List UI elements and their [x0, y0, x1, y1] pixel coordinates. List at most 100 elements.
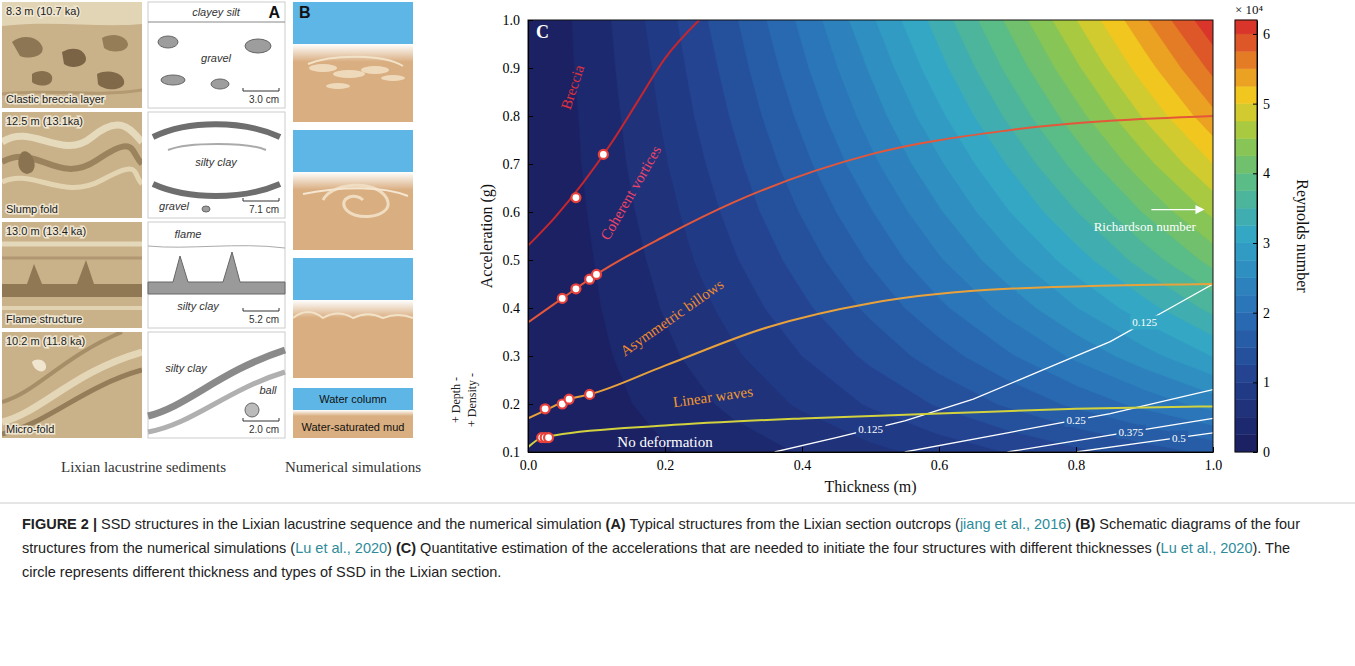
tick-mark	[1253, 34, 1257, 35]
label-patch	[1170, 431, 1188, 445]
sketch-shape	[148, 252, 285, 294]
interface	[293, 44, 413, 62]
tick-label: 1.0	[1205, 458, 1223, 473]
colorbar-band	[1235, 435, 1257, 452]
photo-texture	[2, 125, 142, 146]
colorbar-band	[1235, 347, 1257, 364]
sketch-shape	[245, 39, 271, 53]
tick-label: 0.8	[503, 109, 521, 124]
tick: 5	[1253, 97, 1270, 112]
tick-label: 0.1	[503, 445, 521, 460]
reynolds-band	[1101, 20, 1213, 164]
tick: 4	[1253, 166, 1270, 181]
tick: 0.4	[503, 301, 534, 316]
region-label: Linear waves	[672, 383, 754, 410]
tick-mark	[528, 20, 533, 21]
colorbar-band	[1235, 330, 1257, 347]
sketch-shape	[148, 21, 285, 22]
tick-label: 6	[1263, 27, 1270, 42]
scale-label: 2.0 cm	[249, 424, 279, 435]
tick-label: 0	[1263, 445, 1270, 460]
photo: 10.2 m (11.8 ka)Micro-fold	[2, 332, 142, 438]
tick: 0.6	[931, 447, 949, 473]
photo-texture	[2, 242, 142, 247]
axis-line	[1257, 21, 1258, 453]
reynolds-band	[795, 20, 1213, 426]
sketch-shape	[148, 246, 285, 248]
photo-texture	[62, 49, 86, 67]
caption-run: Lu et al., 2020	[1161, 540, 1253, 556]
region-label: Asymmetric billows	[617, 276, 726, 359]
sketch-shape	[245, 403, 259, 417]
photo: 12.5 m (13.1ka)Slump fold	[2, 112, 142, 218]
reynolds-band	[708, 20, 1213, 452]
plot-area	[528, 20, 1213, 452]
caption-run: (C)	[396, 540, 416, 556]
reynolds-band	[738, 20, 1213, 452]
tick: 1.0	[1205, 447, 1223, 473]
colorbar-band	[1235, 173, 1257, 190]
caption-run: SSD structures in the Lixian lacustrine …	[101, 516, 606, 532]
sketch: clayey siltgravel3.0 cm	[148, 2, 285, 108]
sketch-label: ball	[259, 384, 277, 396]
reynolds-band	[611, 20, 1213, 452]
reynolds-band	[645, 20, 1213, 452]
sketch-label: gravel	[159, 200, 190, 212]
sketch-label: silty clay	[165, 362, 208, 374]
caption-run: (B)	[1075, 516, 1095, 532]
colorbar-band	[1235, 20, 1257, 34]
axis: 0.10.20.30.40.50.60.70.80.91.0	[503, 13, 534, 460]
tick-mark	[528, 116, 533, 117]
tick-label: 0.0	[520, 458, 538, 473]
tick-mark	[665, 447, 666, 452]
sketch-shape	[158, 36, 178, 48]
sim-shape	[333, 70, 365, 78]
divider	[0, 503, 1355, 504]
colorbar-multiplier: × 10⁴	[1235, 2, 1264, 17]
colorbar-band	[1235, 243, 1257, 260]
side-label: + Density -	[465, 373, 479, 427]
panel-letter: B	[299, 4, 311, 21]
sim-shape	[326, 83, 350, 89]
colorbar-band	[1235, 278, 1257, 295]
tick-label: 0.8	[1068, 458, 1086, 473]
photo-texture	[2, 260, 142, 297]
colorbar-band	[1235, 156, 1257, 173]
reynolds-band	[1028, 20, 1213, 244]
water	[293, 388, 413, 410]
reynolds-band	[677, 20, 1213, 452]
sketch-shape	[168, 144, 266, 150]
tick-label: 0.5	[503, 253, 521, 268]
data-point	[592, 270, 601, 279]
tick: 0.7	[503, 157, 534, 172]
photo-image	[2, 222, 142, 328]
mud	[293, 62, 413, 122]
tick-mark	[528, 404, 533, 405]
axis-line	[529, 452, 1214, 453]
colorbar-band	[1235, 417, 1257, 434]
tick-mark	[802, 447, 803, 452]
tick-mark	[528, 260, 533, 261]
region-label: Breccia	[558, 63, 587, 112]
label-patch	[856, 422, 885, 436]
tick-label: 1	[1263, 375, 1270, 390]
data-point	[599, 150, 608, 159]
tick-mark	[1253, 452, 1257, 453]
interface	[293, 410, 413, 416]
reynolds-band	[978, 20, 1213, 292]
richardson-line	[1008, 418, 1214, 452]
legend-box: Water columnWater-saturated mud	[293, 388, 413, 438]
tick-mark	[1213, 447, 1214, 452]
sketch-shape	[148, 372, 285, 432]
tick-label: 4	[1263, 166, 1270, 181]
sketch-shape	[153, 184, 280, 196]
contour-label: 0.125	[856, 422, 885, 436]
colorbar-band	[1235, 226, 1257, 243]
photo-texture	[2, 370, 142, 434]
colorbar-band	[1235, 121, 1257, 138]
layer-label: Water column	[319, 393, 386, 405]
tick: 0.1	[503, 445, 534, 460]
simulation	[293, 2, 413, 122]
reynolds-band	[928, 20, 1213, 336]
photo-image	[2, 2, 142, 108]
